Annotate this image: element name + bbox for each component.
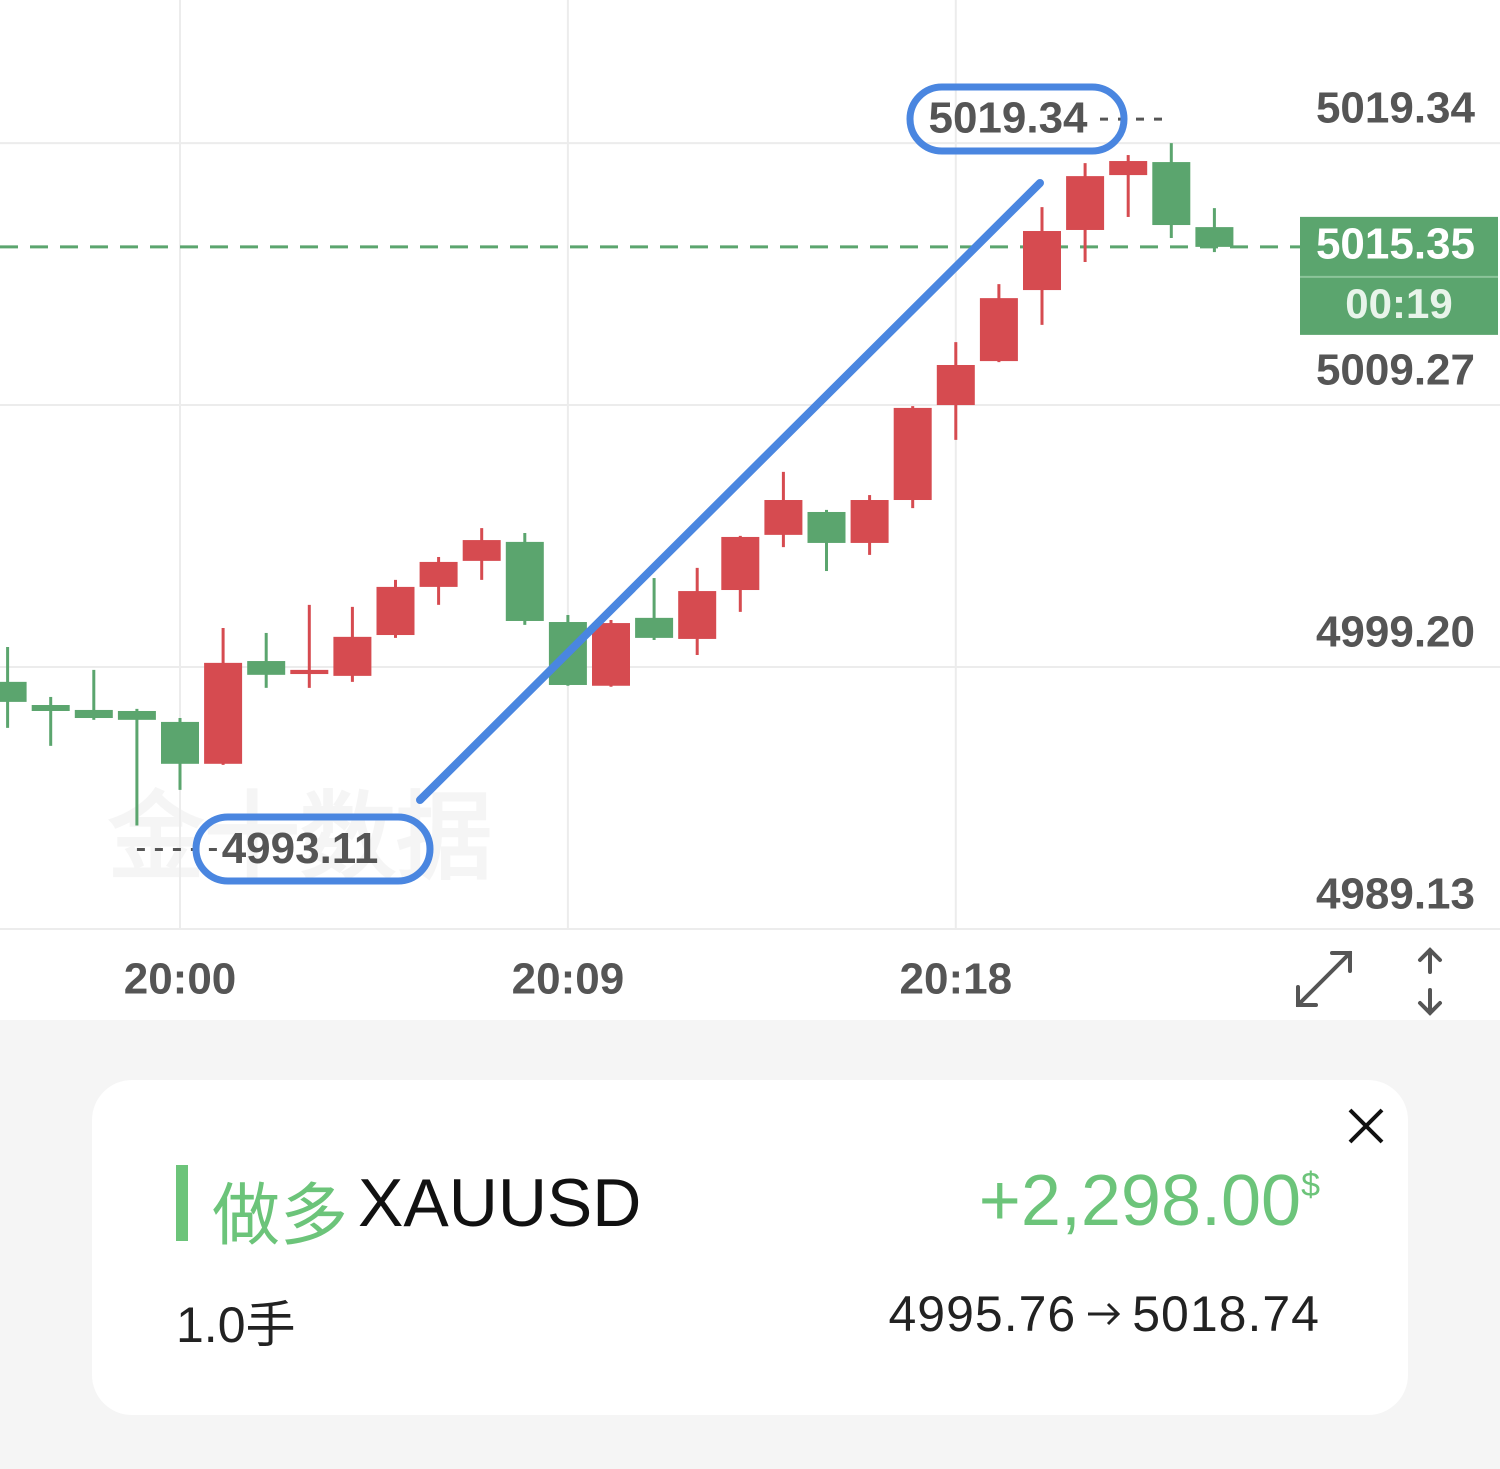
candle-body <box>376 586 415 636</box>
candle-body <box>1023 231 1061 291</box>
highlight-low <box>192 813 434 885</box>
candle-body <box>1195 227 1234 247</box>
prices: 4995.76 5018.74 <box>889 1285 1321 1343</box>
candle-body <box>807 511 846 543</box>
candle-body <box>290 669 329 675</box>
x-tick-label: 20:09 <box>512 955 625 1004</box>
candle-body <box>893 407 932 501</box>
high-marker-label: 5019.34 <box>928 94 1088 143</box>
candle-body <box>635 617 674 638</box>
candle-body <box>850 500 889 543</box>
candle-body <box>0 681 27 702</box>
position-card: 做多 XAUUSD +2,298.00$ 1.0手 4995.76 5018.7… <box>92 1080 1408 1415</box>
close-button[interactable] <box>1348 1108 1384 1144</box>
symbol: XAUUSD <box>358 1165 642 1241</box>
y-tick-label: 5009.27 <box>1316 346 1475 395</box>
candle-body <box>678 591 717 639</box>
highlight-high <box>906 83 1128 155</box>
last-price-box <box>1300 216 1498 335</box>
expand-icon[interactable] <box>1296 951 1352 1007</box>
countdown: 00:19 <box>1345 280 1452 327</box>
last-price-label: 5015.35 <box>1316 220 1475 269</box>
arrow-icon <box>1088 1302 1121 1326</box>
candle-body <box>592 623 630 686</box>
trend-line <box>416 179 1044 804</box>
exit-price: 5018.74 <box>1132 1286 1320 1342</box>
candle-body <box>979 298 1018 362</box>
candle-body <box>161 721 199 764</box>
side: 做多 <box>212 1178 349 1254</box>
candle-body <box>721 536 760 591</box>
candle-body <box>333 636 372 676</box>
candle-body <box>462 540 501 561</box>
candle-body <box>117 710 156 720</box>
side-indicator <box>176 1165 188 1241</box>
candle-body <box>936 364 975 406</box>
candle-body <box>31 705 70 711</box>
low-marker-label: 4993.11 <box>222 824 379 873</box>
candle-body <box>74 709 113 719</box>
x-tick-label: 20:18 <box>900 955 1013 1004</box>
candle-body <box>1109 161 1148 176</box>
entry-price: 4995.76 <box>888 1286 1077 1342</box>
candle-body <box>247 661 286 675</box>
candle-body <box>204 662 243 764</box>
candle-body <box>505 541 544 621</box>
candle-body <box>419 561 458 587</box>
candle-body <box>1066 176 1105 230</box>
pnl: +2,298.00$ <box>979 1160 1320 1242</box>
y-tick-label: 4989.13 <box>1316 870 1475 919</box>
lots: 1.0手 <box>176 1297 296 1353</box>
y-tick-label: 5019.34 <box>1316 84 1476 133</box>
currency: $ <box>1301 1166 1320 1204</box>
x-tick-label: 20:00 <box>124 955 237 1004</box>
pnl-value: +2,298.00 <box>978 1161 1302 1241</box>
candle-body <box>764 500 803 535</box>
candle-body <box>1152 162 1191 226</box>
scale-icon[interactable] <box>1418 947 1442 1016</box>
plot: 5019.34 5009.27 4999.20 4989.13 20:00 20:09 20… <box>0 0 1500 1004</box>
y-tick-label: 4999.20 <box>1316 608 1475 657</box>
